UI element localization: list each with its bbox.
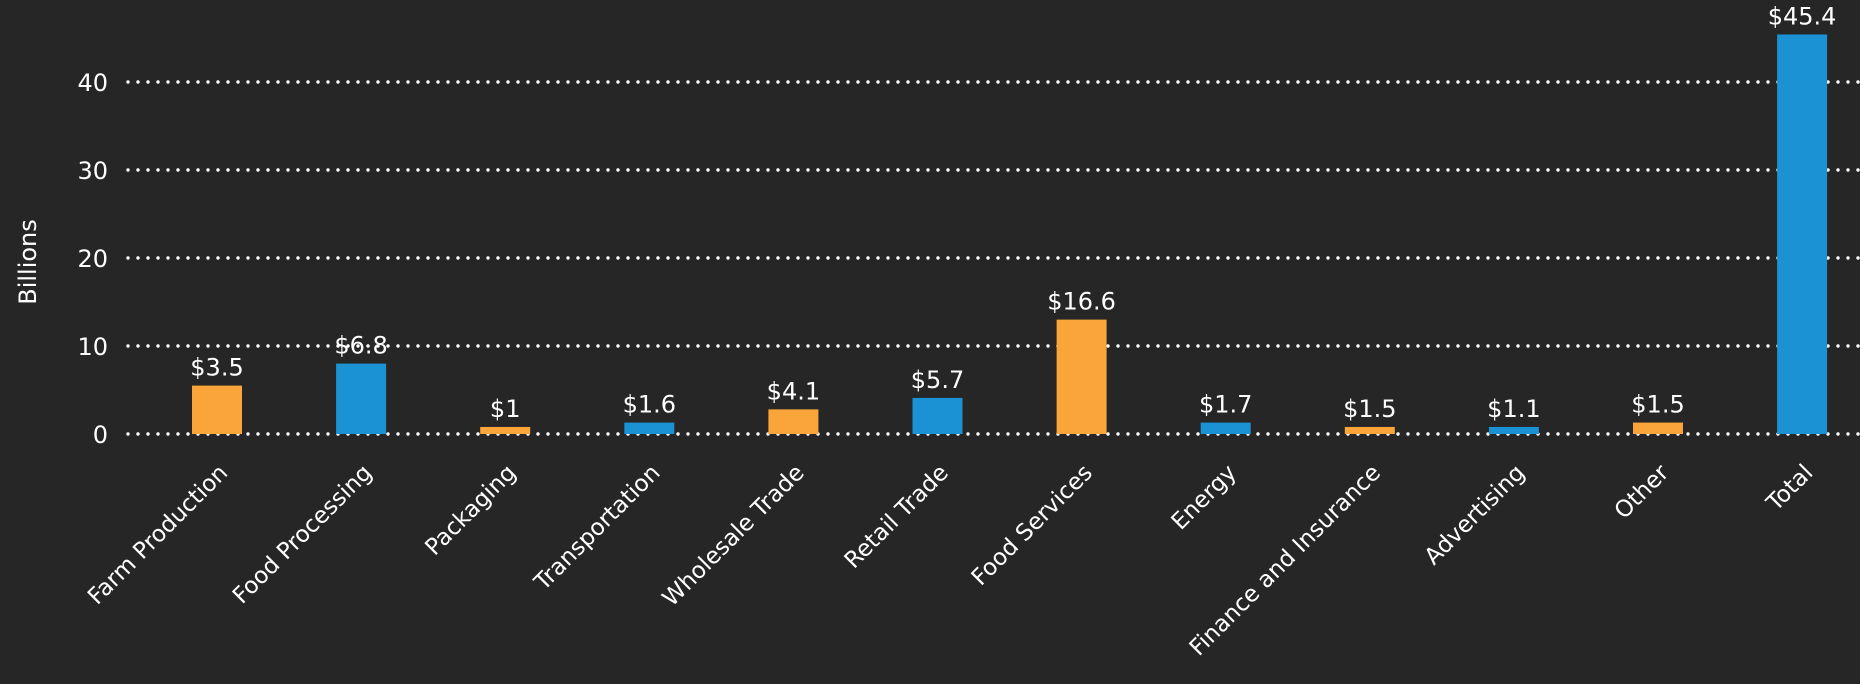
y-tick-label: 30: [77, 157, 108, 185]
bar: [192, 385, 242, 434]
x-category-label: Transportation: [529, 460, 666, 597]
data-label: $6.8: [334, 332, 387, 360]
bars: [192, 34, 1828, 434]
bar: [1344, 426, 1395, 434]
y-tick-label: 40: [77, 69, 108, 97]
y-tick-label: 0: [93, 421, 108, 449]
x-category-label: Other: [1610, 459, 1675, 524]
y-tick-label: 10: [77, 333, 108, 361]
bar: [1633, 422, 1683, 434]
data-label: $1: [490, 395, 521, 423]
bar: [336, 363, 387, 434]
data-label: $4.1: [767, 377, 820, 405]
x-category-label: Food Services: [967, 460, 1098, 591]
y-tick-label: 20: [77, 245, 108, 273]
x-category-label: Packaging: [420, 460, 521, 561]
data-labels: $3.5 $6.8 $1 $1.6 $4.1 $5.7 $16.6 $1.7 $1.5 $1.1 $…: [190, 2, 1836, 422]
data-label: $3.5: [190, 354, 243, 382]
bar: [1200, 422, 1251, 434]
data-label: $1.6: [623, 391, 676, 419]
x-category-label: Energy: [1167, 460, 1242, 535]
bar: [624, 422, 675, 434]
gridlines: [126, 80, 1860, 436]
x-category-label: Wholesale Trade: [658, 460, 810, 612]
data-label: $5.7: [911, 366, 964, 394]
bar: [480, 426, 531, 434]
x-category-label: Retail Trade: [840, 460, 954, 574]
x-category-label: Advertising: [1420, 460, 1530, 570]
x-category-label: Farm Production: [83, 460, 233, 610]
bar: [912, 397, 963, 434]
data-label: $16.6: [1047, 288, 1116, 316]
data-label: $1.7: [1199, 391, 1252, 419]
data-label: $1.1: [1487, 395, 1540, 423]
y-axis-title: Billions: [14, 219, 42, 305]
bar: [1777, 34, 1828, 434]
bar: [1488, 426, 1539, 434]
bar: [768, 409, 819, 434]
x-category-label: Food Processing: [228, 460, 377, 609]
data-label: $45.4: [1768, 2, 1837, 30]
data-label: $1.5: [1631, 391, 1684, 419]
bar: [1056, 319, 1107, 434]
data-label: $1.5: [1343, 395, 1396, 423]
x-category-label: Total: [1761, 460, 1818, 517]
y-axis-ticks: 0 10 20 30 40: [77, 69, 108, 449]
